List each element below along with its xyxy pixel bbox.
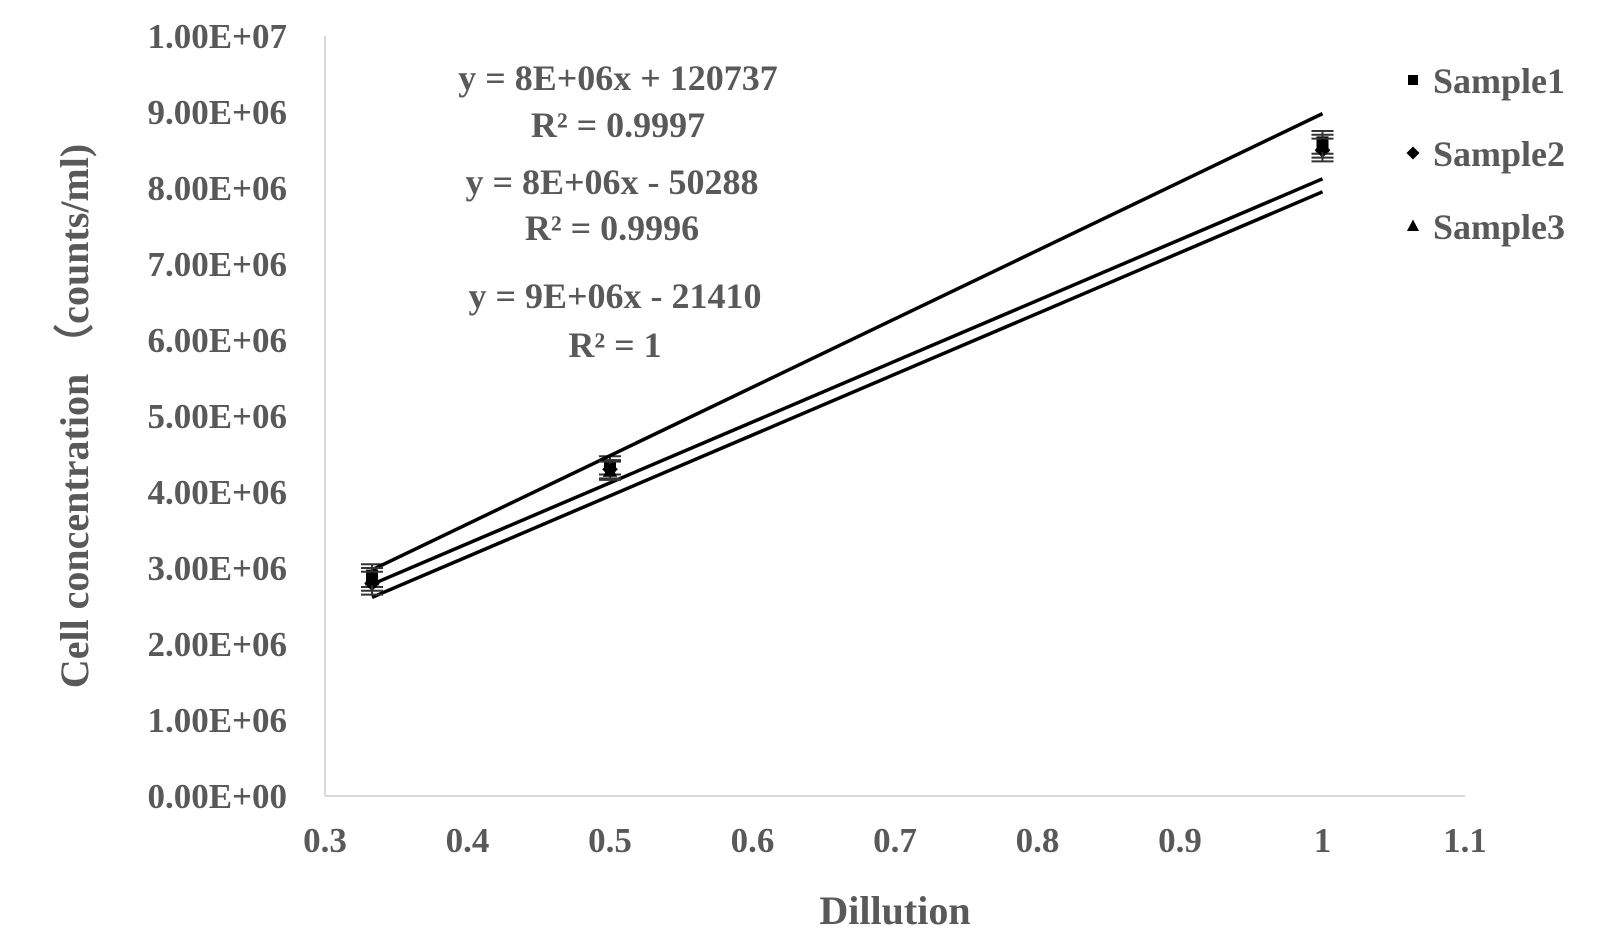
r-squared-label: R² = 1 bbox=[568, 325, 661, 365]
r-squared-label: R² = 0.9996 bbox=[525, 208, 699, 248]
y-tick-label: 5.00E+06 bbox=[147, 397, 287, 436]
legend-item: Sample2 bbox=[1406, 134, 1565, 174]
x-axis-ticks: 0.3 0.4 0.5 0.6 0.7 0.8 0.9 1 1.1 bbox=[303, 821, 1487, 860]
y-tick-label: 1.00E+07 bbox=[147, 17, 287, 56]
y-tick-label: 4.00E+06 bbox=[147, 473, 287, 512]
r-squared-label: R² = 0.9997 bbox=[531, 105, 705, 145]
y-tick-label: 1.00E+06 bbox=[147, 701, 287, 740]
x-tick-label: 1 bbox=[1314, 821, 1332, 860]
x-tick-label: 0.8 bbox=[1016, 821, 1060, 860]
x-tick-label: 0.9 bbox=[1158, 821, 1202, 860]
legend-label: Sample3 bbox=[1433, 207, 1565, 247]
x-tick-label: 0.6 bbox=[731, 821, 775, 860]
axes bbox=[324, 36, 1465, 797]
trendline-equations: y = 8E+06x + 120737 R² = 0.9997 y = 8E+06x… bbox=[458, 58, 778, 365]
data-point bbox=[364, 571, 380, 586]
trendline bbox=[371, 190, 1324, 599]
legend-marker bbox=[1406, 146, 1420, 160]
x-tick-label: 0.5 bbox=[588, 821, 632, 860]
y-tick-label: 9.00E+06 bbox=[147, 93, 287, 132]
legend: Sample1 Sample2 Sample3 bbox=[1406, 61, 1565, 247]
legend-label: Sample2 bbox=[1433, 134, 1565, 174]
x-tick-label: 0.7 bbox=[873, 821, 917, 860]
legend-marker bbox=[1407, 219, 1419, 231]
trendline bbox=[371, 112, 1324, 572]
trendline bbox=[371, 177, 1324, 586]
data-point bbox=[1315, 138, 1330, 153]
y-tick-label: 3.00E+06 bbox=[147, 549, 287, 588]
trendline-equation: y = 8E+06x - 50288 bbox=[465, 162, 758, 202]
legend-marker bbox=[1408, 75, 1418, 85]
legend-item: Sample1 bbox=[1408, 61, 1565, 101]
y-tick-label: 7.00E+06 bbox=[147, 245, 287, 284]
series-sample3 bbox=[361, 112, 1334, 592]
y-tick-label: 6.00E+06 bbox=[147, 321, 287, 360]
trendline-equation: y = 9E+06x - 21410 bbox=[468, 276, 761, 316]
x-tick-label: 0.3 bbox=[303, 821, 347, 860]
legend-label: Sample1 bbox=[1433, 61, 1565, 101]
x-tick-label: 1.1 bbox=[1443, 821, 1487, 860]
legend-item: Sample3 bbox=[1407, 207, 1565, 247]
y-axis-ticks: 0.00E+00 1.00E+06 2.00E+06 3.00E+06 4.00E+06… bbox=[147, 17, 287, 816]
data-point bbox=[602, 462, 618, 477]
x-axis-title: Dillution bbox=[819, 888, 970, 933]
y-tick-label: 8.00E+06 bbox=[147, 169, 287, 208]
trendline-equation: y = 8E+06x + 120737 bbox=[458, 58, 778, 98]
y-tick-label: 2.00E+06 bbox=[147, 625, 287, 664]
plot-area bbox=[361, 112, 1334, 599]
y-tick-label: 0.00E+00 bbox=[147, 777, 287, 816]
x-tick-label: 0.4 bbox=[446, 821, 490, 860]
y-axis-title: Cell concentration （counts/ml) bbox=[52, 144, 97, 688]
